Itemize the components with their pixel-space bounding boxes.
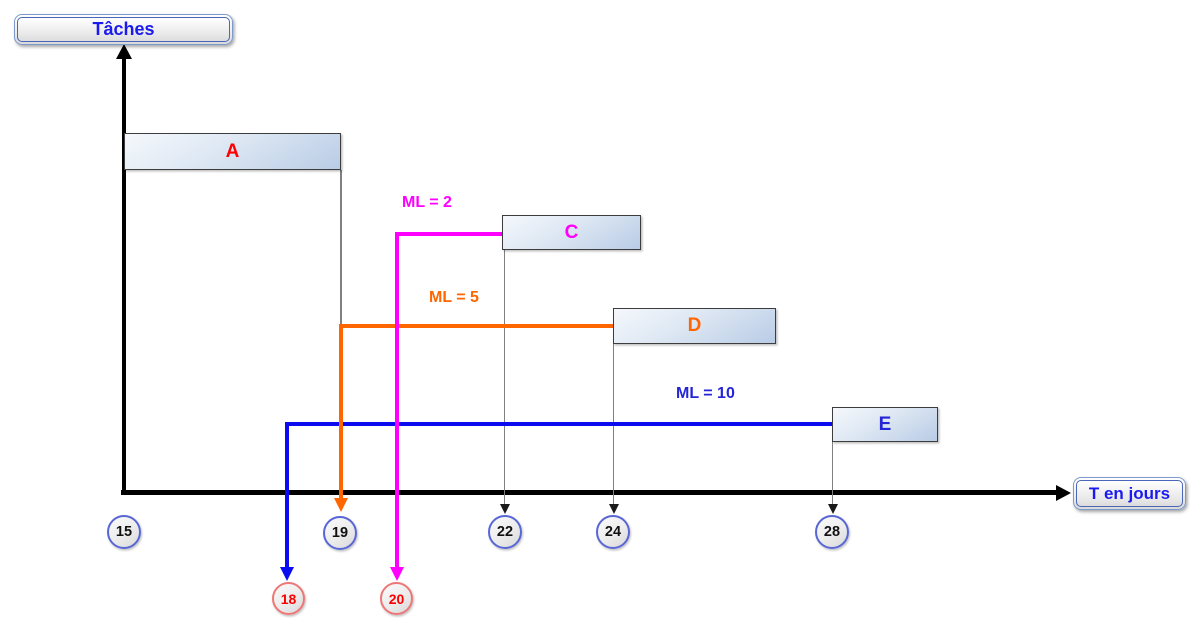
task-d-free-float-arrow-icon [333, 498, 348, 512]
task-bar-d-label: D [687, 315, 702, 336]
y-axis-title: Tâches [17, 17, 230, 42]
y-axis-arrow-icon [116, 44, 132, 59]
x-axis-line [121, 490, 1059, 495]
x-axis-title: T en jours [1076, 480, 1183, 507]
ml-label-task-d: ML = 5 [429, 289, 479, 306]
task-bar-c: C [502, 215, 641, 250]
day-tick-22: 22 [488, 515, 522, 549]
task-c-free-float-line-vertical [395, 231, 399, 568]
task-e-free-float-line-vertical [285, 421, 289, 569]
task-bar-a: A [124, 133, 341, 170]
task-bar-e: E [832, 407, 938, 442]
ml-label-task-c: ML = 2 [402, 194, 452, 211]
task-bar-c-label: C [564, 221, 579, 243]
task-d-free-float-line-horizontal [341, 324, 613, 328]
task-c-start-drop-line [503, 250, 506, 506]
float-day-tick-18: 18 [272, 582, 305, 615]
task-c-free-float-line-horizontal [397, 231, 502, 236]
ml-label-task-e: ML = 10 [676, 385, 735, 402]
day-tick-24: 24 [596, 515, 630, 549]
day-tick-28: 28 [815, 515, 849, 549]
y-axis-line [122, 52, 126, 492]
task-bar-e-label: E [878, 413, 892, 435]
task-d-free-float-line-vertical [339, 324, 343, 499]
task-e-start-drop-line [831, 442, 834, 506]
task-bar-a-label: A [225, 140, 240, 162]
float-day-tick-20: 20 [380, 582, 413, 615]
x-axis-arrow-icon [1056, 484, 1071, 501]
drop-arrow-day-28-icon [827, 504, 838, 514]
day-tick-15: 15 [107, 515, 141, 549]
drop-arrow-day-22-icon [499, 504, 510, 514]
y-axis-title-box: Tâches [14, 14, 233, 45]
task-e-free-float-line-horizontal [287, 421, 832, 426]
task-bar-d: D [613, 308, 776, 344]
drop-arrow-day-24-icon [608, 504, 619, 514]
task-c-free-float-arrow-icon [389, 567, 404, 581]
day-tick-19: 19 [323, 516, 357, 550]
task-e-free-float-arrow-icon [279, 567, 294, 581]
x-axis-title-box: T en jours [1073, 477, 1186, 510]
